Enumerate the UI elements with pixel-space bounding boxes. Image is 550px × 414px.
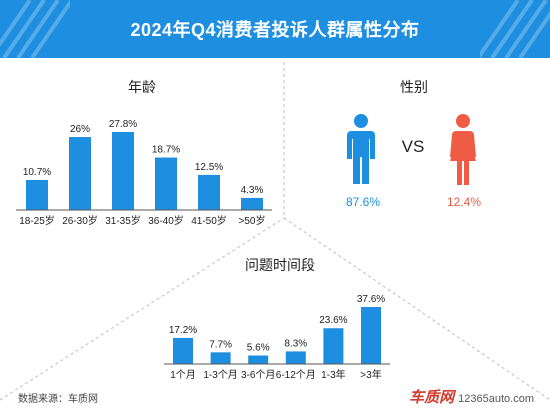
bar-3 (155, 157, 177, 210)
bar-2 (112, 132, 134, 210)
vs-label: VS (402, 137, 425, 156)
brand-watermark: 车质网 12365auto.com (409, 386, 534, 407)
brand-logo: 车质网 (409, 389, 455, 406)
category-label-0: 1个月 (170, 369, 196, 381)
gender-section-title: 性别 (400, 79, 428, 95)
category-label-4: 1-3年 (321, 368, 345, 381)
brand-url: 12365auto.com (458, 393, 534, 405)
value-label-1: 7.7% (209, 339, 232, 350)
value-label-3: 8.3% (284, 338, 307, 349)
bar-1 (69, 137, 91, 210)
age-section-title: 年龄 (128, 79, 156, 95)
bar-4 (323, 328, 344, 364)
page-title: 2024年Q4消费者投诉人群属性分布 (130, 20, 420, 40)
value-label-5: 4.3% (241, 185, 264, 196)
category-label-4: 41-50岁 (191, 214, 227, 227)
title-stripes-right (480, 0, 550, 58)
bar-0 (26, 179, 48, 210)
data-source: 数据来源：车质网 (18, 394, 98, 405)
bar-2 (248, 355, 269, 364)
category-label-0: 18-25岁 (19, 214, 55, 227)
bar-5 (241, 197, 263, 210)
category-label-2: 31-35岁 (105, 214, 141, 227)
category-label-1: 1-3个月 (203, 369, 237, 381)
value-label-1: 26% (70, 124, 90, 135)
value-label-4: 23.6% (319, 315, 347, 326)
male-percent: 87.6% (346, 195, 380, 209)
category-label-1: 26-30岁 (62, 214, 98, 227)
category-label-5: >3年 (360, 368, 381, 381)
gender-panel: VS 87.6% 12.4% (346, 114, 481, 209)
category-label-5: >50岁 (239, 214, 266, 227)
value-label-0: 10.7% (23, 167, 51, 178)
male-icon (347, 114, 375, 184)
value-label-5: 37.6% (357, 294, 385, 305)
period-section-title: 问题时间段 (245, 257, 315, 273)
bar-5 (361, 307, 381, 364)
period-bar-chart: 17.2% 1个月 7.7% 1-3个月 5.6% 3-6个月 8.3% 6-12个月 23.6… (164, 294, 390, 381)
age-bar-chart: 10.7% 18-25岁 26% 26-30岁 27.8% 31-35岁 18.7% 36-4… (16, 119, 272, 227)
section-dividers (0, 62, 550, 401)
value-label-0: 17.2% (169, 325, 197, 336)
bar-0 (173, 337, 193, 364)
category-label-3: 36-40岁 (148, 214, 184, 227)
value-label-4: 12.5% (195, 162, 223, 173)
female-percent: 12.4% (447, 195, 481, 209)
title-stripes-left (0, 0, 70, 58)
bar-4 (198, 174, 220, 210)
female-icon (450, 114, 476, 185)
category-label-3: 6-12个月 (276, 369, 316, 381)
divider-left-diagonal (0, 217, 285, 401)
bar-3 (285, 351, 306, 364)
bar-1 (210, 352, 231, 364)
value-label-3: 18.7% (152, 145, 180, 156)
title-bar: 2024年Q4消费者投诉人群属性分布 (0, 0, 550, 58)
value-label-2: 27.8% (109, 119, 137, 130)
value-label-2: 5.6% (247, 343, 270, 354)
category-label-2: 3-6个月 (241, 369, 275, 381)
